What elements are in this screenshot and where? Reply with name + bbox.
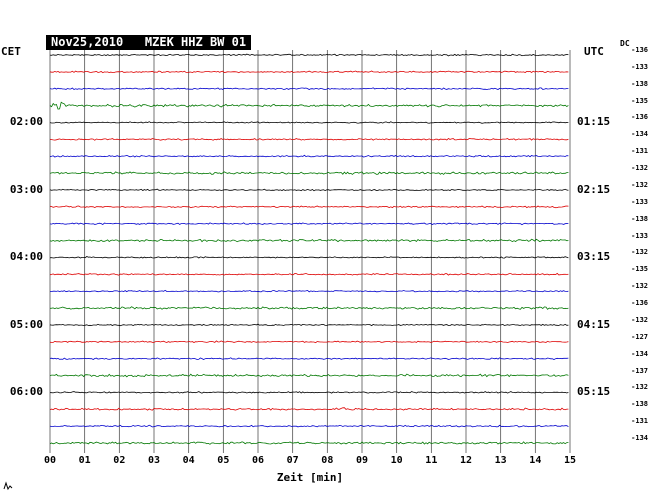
cet-hour-label: 06:00 [9, 385, 43, 399]
seismic-trace [49, 407, 569, 411]
x-tick-label: 00 [43, 455, 57, 466]
utc-hour-label: 01:15 [577, 115, 611, 129]
seismic-trace [49, 53, 569, 57]
dc-value: -133 [631, 231, 648, 240]
seismic-trace [49, 154, 569, 158]
seismic-trace [49, 222, 569, 226]
dc-value: -132 [631, 248, 648, 257]
dc-value: -138 [631, 400, 648, 409]
left-axis-header: CET [1, 45, 21, 58]
dc-value: -134 [631, 130, 648, 139]
seismic-trace [49, 87, 569, 91]
x-tick-label: 14 [529, 455, 542, 466]
x-tick-label: 03 [147, 455, 161, 466]
dc-column-header: DC [620, 39, 630, 48]
seismic-trace [49, 121, 569, 124]
x-tick-label: 06 [251, 455, 265, 466]
cet-hour-label: 02:00 [9, 115, 43, 129]
dc-value: -131 [631, 147, 648, 156]
dc-value: -135 [631, 96, 648, 105]
seismic-trace [49, 441, 569, 445]
seismic-trace [49, 238, 569, 243]
seismic-trace [49, 357, 569, 360]
dc-value: -136 [631, 113, 648, 122]
seismic-trace [49, 138, 569, 141]
x-tick-label: 08 [321, 455, 334, 466]
dc-value: -132 [631, 180, 648, 189]
utc-hour-label: 02:15 [577, 182, 611, 196]
dc-value: -132 [631, 164, 648, 173]
dc-value: -127 [631, 332, 648, 341]
seismic-trace [49, 101, 569, 110]
cet-hour-label: 05:00 [9, 317, 43, 331]
x-tick-label: 11 [425, 455, 438, 466]
seismic-trace [49, 340, 569, 344]
x-axis-title: Zeit [min] [276, 471, 344, 484]
seismic-trace [49, 391, 569, 394]
seismic-trace [49, 188, 569, 192]
seismic-trace [49, 424, 569, 428]
x-tick-label: 04 [182, 455, 195, 466]
x-tick-label: 02 [113, 455, 126, 466]
dc-value: -132 [631, 282, 648, 291]
dc-value: -137 [631, 366, 648, 375]
seismic-trace [49, 289, 569, 293]
seismic-trace [49, 272, 569, 276]
seismic-trace [49, 323, 569, 327]
x-tick-label: 15 [563, 455, 577, 466]
dc-value: -134 [631, 434, 648, 442]
dc-value: -131 [631, 417, 648, 426]
dc-value: -135 [631, 265, 648, 274]
x-tick-label: 05 [217, 455, 230, 466]
dc-value: -133 [631, 197, 648, 206]
utc-hour-label: 03:15 [577, 250, 611, 264]
dc-value: -136 [631, 46, 648, 54]
seismic-trace [49, 171, 569, 175]
x-tick-label: 07 [286, 455, 299, 466]
seismic-trace [49, 256, 569, 259]
seismic-trace [49, 306, 569, 310]
dc-value: -138 [631, 214, 648, 223]
x-tick-label: 13 [494, 455, 507, 466]
seismic-trace [49, 373, 569, 378]
utc-hour-label: 04:15 [577, 317, 611, 331]
seismic-trace [49, 70, 569, 74]
x-tick-label: 12 [459, 455, 473, 466]
seismic-trace [49, 205, 569, 209]
dc-value: -138 [631, 79, 648, 88]
dc-value: -136 [631, 299, 648, 308]
title-bar: Nov25,2010 MZEK HHZ BW 01 [46, 35, 252, 50]
utc-hour-label: 05:15 [577, 385, 611, 399]
dc-value: -133 [631, 62, 648, 71]
right-axis-header: UTC [584, 45, 604, 58]
cet-hour-label: 04:00 [9, 250, 43, 264]
dc-value: -132 [631, 383, 648, 392]
dc-value: -132 [631, 315, 648, 324]
x-tick-label: 01 [78, 455, 91, 466]
x-tick-label: 09 [355, 455, 369, 466]
seismo-logo-icon [3, 481, 13, 491]
dc-value: -134 [631, 349, 648, 358]
cet-hour-label: 03:00 [9, 182, 43, 196]
x-tick-label: 10 [390, 455, 403, 466]
